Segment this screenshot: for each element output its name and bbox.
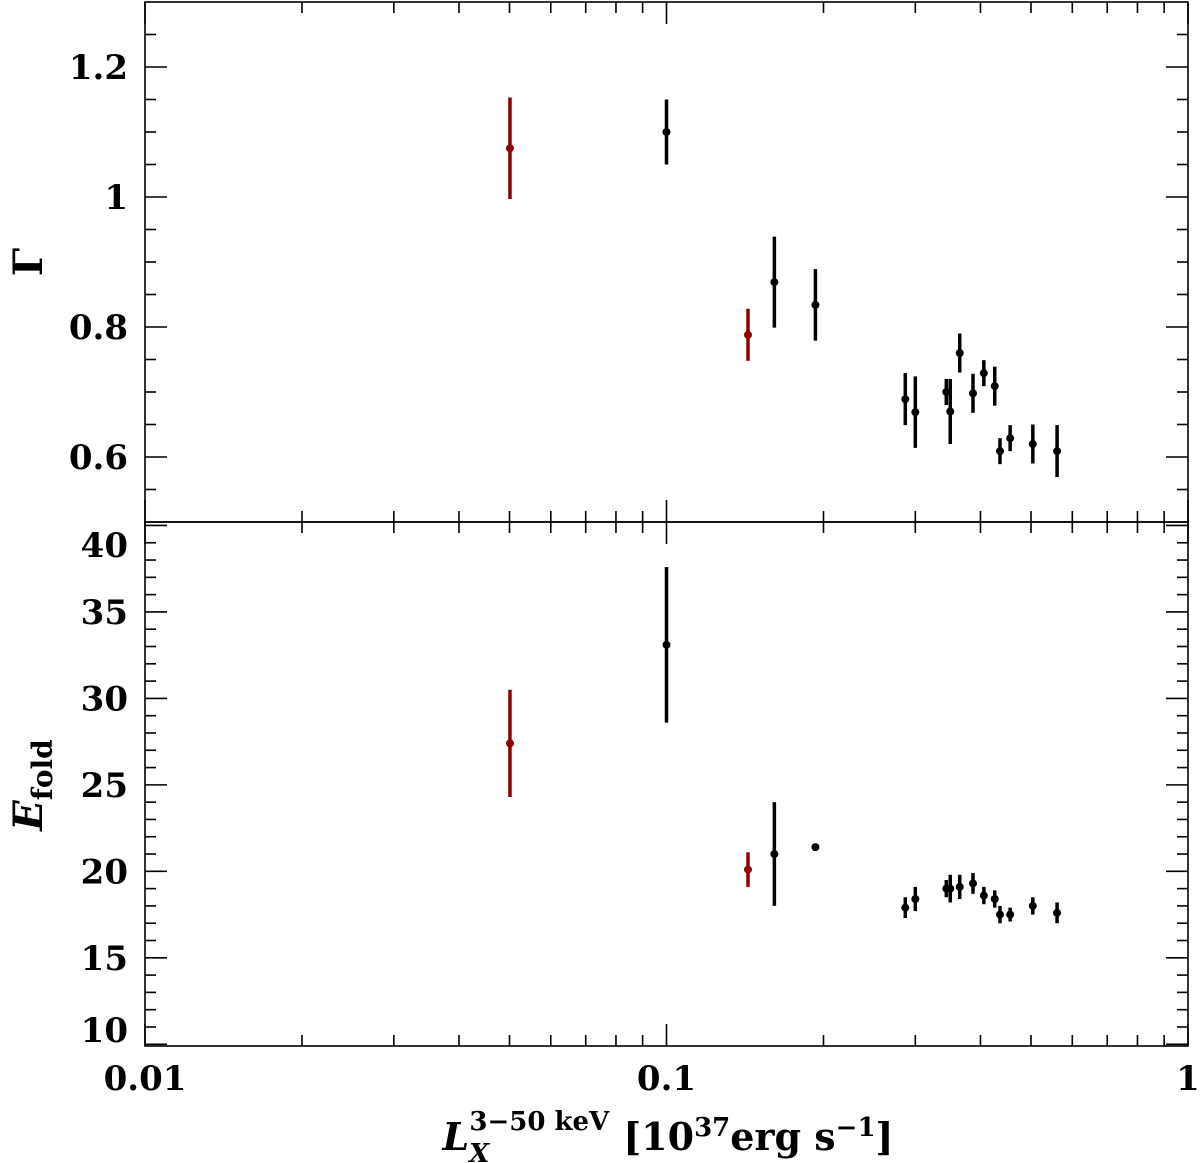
data-point bbox=[955, 882, 964, 891]
data-point bbox=[990, 895, 999, 904]
data-point bbox=[990, 382, 999, 391]
data-point bbox=[942, 388, 951, 396]
x-label-symbol: L bbox=[441, 1114, 469, 1159]
x-label-unit: [10 bbox=[623, 1114, 694, 1159]
x-label-unit-rest: erg s bbox=[730, 1114, 835, 1159]
data-point bbox=[811, 843, 820, 852]
y-tick-label: 30 bbox=[81, 679, 128, 719]
data-point bbox=[1006, 434, 1015, 443]
data-point bbox=[743, 865, 752, 874]
x-label-exponent: −1 bbox=[836, 1113, 876, 1143]
data-point bbox=[946, 884, 955, 893]
y-tick-label: 15 bbox=[81, 939, 128, 979]
y-tick-label: 40 bbox=[81, 526, 128, 566]
data-point bbox=[995, 447, 1004, 456]
y-tick-label: 25 bbox=[81, 766, 128, 806]
y-tick-label: 35 bbox=[81, 593, 128, 633]
x-label-exponent: 37 bbox=[694, 1113, 730, 1143]
y-tick-label: 10 bbox=[81, 1011, 128, 1051]
x-label-subscript: X bbox=[467, 1139, 491, 1163]
y-label-subscript: fold bbox=[26, 739, 59, 800]
y-tick-label: 0.8 bbox=[69, 308, 128, 348]
data-point bbox=[1028, 440, 1037, 448]
data-point bbox=[770, 850, 779, 859]
data-point bbox=[955, 349, 964, 357]
y-tick-label: 1.2 bbox=[69, 48, 128, 88]
data-point bbox=[1006, 910, 1015, 919]
x-tick-label: 0.1 bbox=[637, 1059, 696, 1099]
data-point bbox=[995, 910, 1004, 919]
x-tick-label: 0.01 bbox=[104, 1059, 187, 1099]
y-tick-label: 1 bbox=[104, 178, 128, 218]
y-tick-label: 0.6 bbox=[69, 438, 128, 478]
x-label-close: ] bbox=[876, 1114, 894, 1159]
data-point bbox=[1053, 447, 1062, 456]
data-point bbox=[505, 144, 514, 153]
data-point bbox=[743, 330, 752, 339]
y-tick-label: 20 bbox=[81, 852, 128, 892]
data-point bbox=[901, 395, 910, 404]
data-point bbox=[968, 879, 977, 888]
data-point bbox=[662, 128, 671, 136]
data-point bbox=[1028, 901, 1037, 910]
data-point bbox=[770, 278, 779, 287]
y-axis-label: Efold bbox=[5, 739, 59, 831]
data-point bbox=[505, 739, 514, 748]
data-point bbox=[946, 407, 955, 416]
data-point bbox=[979, 891, 988, 900]
x-label-superscript: 3−50 keV bbox=[469, 1107, 610, 1137]
data-point bbox=[911, 895, 920, 904]
data-point bbox=[979, 369, 988, 378]
data-point bbox=[968, 389, 977, 398]
x-tick-label: 1 bbox=[1176, 1059, 1200, 1099]
data-point bbox=[901, 903, 910, 912]
data-point bbox=[1053, 908, 1062, 917]
data-point bbox=[811, 300, 820, 309]
y-axis-label: Γ bbox=[5, 248, 52, 276]
y-label-symbol: E bbox=[5, 800, 52, 832]
data-point bbox=[662, 640, 671, 649]
x-axis-label: LX3−50 keV [1037erg s−1] bbox=[441, 1107, 893, 1163]
data-point bbox=[911, 408, 920, 417]
